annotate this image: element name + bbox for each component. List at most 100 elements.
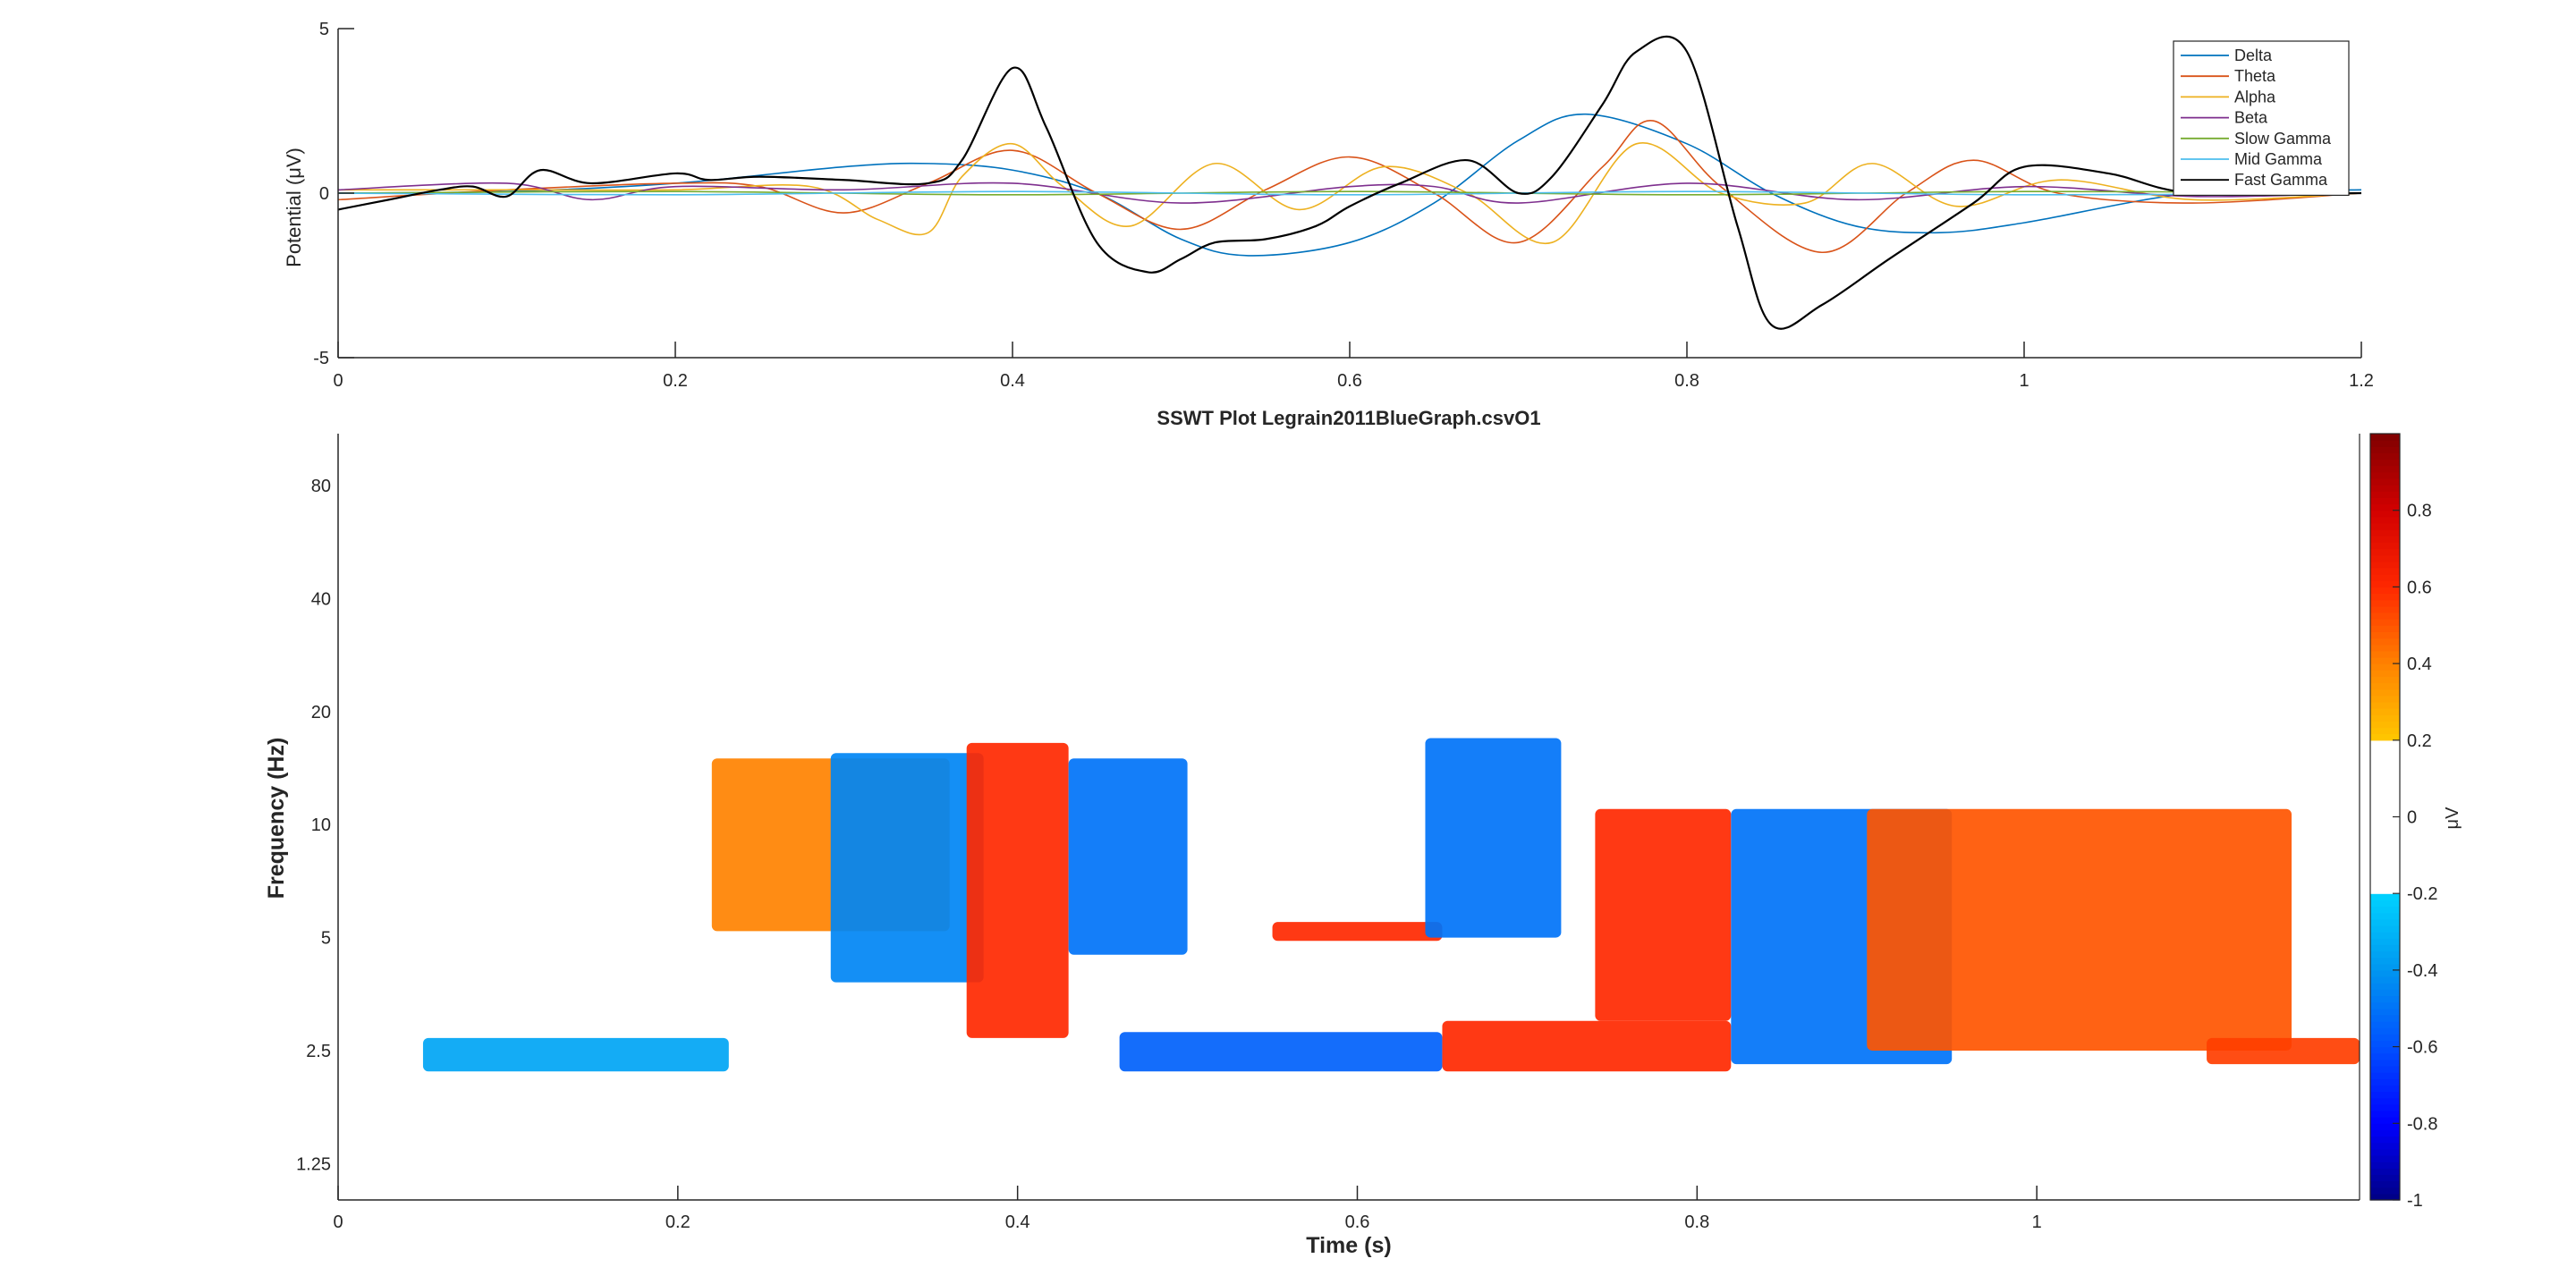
colorbar-segment	[2370, 829, 2400, 837]
colorbar-segment	[2370, 1180, 2400, 1188]
colorbar-segment	[2370, 1103, 2400, 1111]
heatmap-band-negative	[1425, 738, 1562, 938]
colorbar-segment	[2370, 644, 2400, 652]
colorbar-segment	[2370, 906, 2400, 914]
colorbar: 0.8 0.6 0.4 0.2 0 -0.2 -0.4 -0.6 -0.8 -1	[2369, 433, 2437, 1211]
legend-entry: Theta	[2234, 67, 2276, 85]
x-tick-label: 0.2	[663, 371, 688, 391]
heatmap-band-positive	[966, 742, 1069, 1038]
x-tick-label: 0	[333, 371, 343, 391]
heatmap-band-positive	[1442, 1020, 1732, 1072]
legend-entry: Fast Gamma	[2234, 171, 2328, 189]
heatmap-y-tick-label: 5	[321, 929, 331, 949]
x-tick-label: 1.2	[2349, 371, 2374, 391]
colorbar-segment	[2370, 477, 2400, 486]
heatmap-y-tick-label: 1.25	[296, 1154, 331, 1174]
colorbar-segment	[2370, 708, 2400, 715]
heatmap-y-tick-label: 2.5	[306, 1042, 331, 1061]
colorbar-segment	[2370, 580, 2400, 587]
heatmap-x-tick-label: 0	[333, 1212, 343, 1232]
legend-box	[2173, 40, 2350, 196]
heatmap-band-positive	[1595, 808, 1732, 1021]
colorbar-segment	[2370, 1162, 2400, 1169]
heatmap-x-axis-label: Time (s)	[1306, 1233, 1391, 1258]
colorbar-segment	[2370, 1001, 2400, 1009]
colorbar-segment	[2370, 561, 2400, 569]
colorbar-segment	[2370, 593, 2400, 601]
colorbar-segment	[2370, 759, 2400, 766]
heatmap-y-tick-label: 10	[311, 815, 331, 835]
colorbar-segment	[2370, 440, 2400, 447]
colorbar-segment	[2370, 867, 2400, 875]
colorbar-segment	[2370, 887, 2400, 894]
colorbar-tick-label: 0.6	[2407, 578, 2432, 597]
colorbar-segment	[2370, 1072, 2400, 1079]
colorbar-segment	[2370, 1040, 2400, 1048]
colorbar-segment	[2370, 522, 2400, 530]
colorbar-segment	[2370, 548, 2400, 556]
colorbar-segment	[2370, 1052, 2400, 1060]
colorbar-segment	[2370, 790, 2400, 798]
colorbar-tick-label: -0.2	[2407, 884, 2437, 904]
colorbar-segment	[2370, 918, 2400, 926]
colorbar-segment	[2370, 1046, 2400, 1054]
colorbar-segment	[2370, 574, 2400, 581]
legend-entry: Beta	[2234, 109, 2268, 127]
colorbar-segment	[2370, 670, 2400, 677]
colorbar-segment	[2370, 932, 2400, 939]
series-line-fast-gamma	[337, 35, 2362, 330]
colorbar-segment	[2370, 663, 2400, 671]
colorbar-segment	[2370, 1021, 2400, 1028]
colorbar-segment	[2370, 772, 2400, 780]
colorbar-segment	[2370, 1123, 2400, 1131]
colorbar-segment	[2370, 503, 2400, 511]
colorbar-segment	[2370, 471, 2400, 479]
colorbar-segment	[2370, 900, 2400, 908]
colorbar-segment	[2370, 861, 2400, 869]
x-tick-label: 0.8	[1674, 371, 1699, 391]
colorbar-segment	[2370, 1078, 2400, 1086]
colorbar-segment	[2370, 1014, 2400, 1022]
y-tick-label: 5	[319, 20, 329, 39]
colorbar-segment	[2370, 638, 2400, 646]
sswt-heatmap: SSWT Plot Legrain2011BlueGraph.csvO1 0 0.…	[264, 407, 2462, 1258]
colorbar-segment	[2370, 516, 2400, 524]
colorbar-segment	[2370, 969, 2400, 977]
potential-line-chart: 0 0.2 0.4 0.6 0.8 1 1.2-505 Potential (μV) Del…	[283, 20, 2374, 391]
heatmap-band-positive	[1867, 808, 2292, 1051]
colorbar-segment	[2370, 816, 2400, 824]
colorbar-segment	[2370, 701, 2400, 709]
heatmap-band-negative	[1068, 758, 1188, 955]
colorbar-segment	[2370, 874, 2400, 882]
colorbar-segment	[2370, 1117, 2400, 1124]
heatmap-title: SSWT Plot Legrain2011BlueGraph.csvO1	[1157, 407, 1540, 429]
colorbar-segment	[2370, 1091, 2400, 1099]
heatmap-x-tick-label: 0.6	[1345, 1212, 1370, 1232]
heatmap-plot-area	[422, 738, 2360, 1072]
colorbar-segment	[2370, 1148, 2400, 1156]
colorbar-segment	[2370, 721, 2400, 729]
colorbar-segment	[2370, 983, 2400, 990]
potential-axes: 0 0.2 0.4 0.6 0.8 1 1.2-505	[313, 20, 2374, 391]
y-tick-label: 0	[319, 184, 329, 204]
colorbar-segment	[2370, 491, 2400, 499]
colorbar-tick-label: -0.8	[2407, 1114, 2437, 1134]
heatmap-x-tick-label: 0.8	[1684, 1212, 1709, 1232]
colorbar-label: μV	[2443, 807, 2462, 830]
series-line-beta	[337, 182, 2362, 204]
colorbar-segment	[2370, 459, 2400, 467]
colorbar-segment	[2370, 798, 2400, 805]
colorbar-segment	[2370, 938, 2400, 945]
colorbar-segment	[2370, 605, 2400, 613]
colorbar-segment	[2370, 656, 2400, 664]
colorbar-segment	[2370, 739, 2400, 748]
heatmap-y-axis-label: Frequency (Hz)	[264, 738, 289, 900]
heatmap-band-negative	[1119, 1032, 1443, 1072]
colorbar-segment	[2370, 542, 2400, 550]
colorbar-segment	[2370, 676, 2400, 684]
colorbar-segment	[2370, 1193, 2400, 1201]
heatmap-y-tick-label: 20	[311, 703, 331, 722]
heatmap-band-positive	[1272, 922, 1443, 942]
colorbar-segment	[2370, 765, 2400, 773]
colorbar-segment	[2370, 688, 2400, 697]
